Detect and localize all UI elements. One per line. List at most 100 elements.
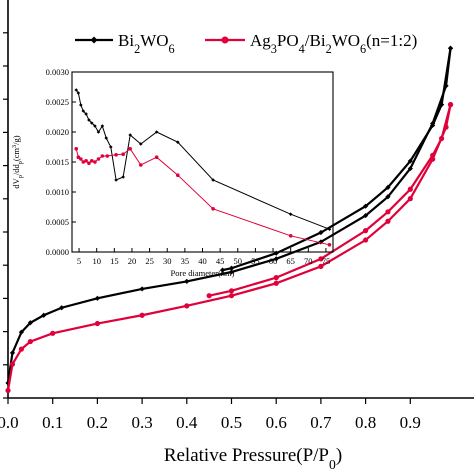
inset-point [81, 160, 86, 164]
main-x-tick-label: 0.8 [355, 413, 376, 432]
inset-y-tick-label: 0.0010 [46, 187, 69, 197]
inset-point [89, 121, 94, 125]
main-point [5, 387, 11, 394]
inset-point [327, 227, 332, 231]
inset-x-tick-label: 40 [198, 256, 207, 266]
main-point [363, 228, 369, 234]
inset-point [121, 152, 125, 156]
main-point [447, 102, 454, 108]
main-point [18, 329, 25, 335]
main-point [41, 312, 47, 318]
main-x-axis-title: Relative Pressure(P/P0) [164, 445, 342, 472]
main-point [139, 312, 145, 318]
main-series-bi2wo6 [5, 45, 454, 386]
main-x-tick-label: 0.1 [42, 413, 63, 432]
inset-point [76, 155, 81, 159]
inset-y-tick-label: 0.0000 [46, 247, 69, 257]
main-point [407, 165, 413, 172]
main-point [5, 380, 11, 386]
inset-x-tick-label: 30 [163, 256, 172, 266]
main-line-adsorption [6, 104, 452, 391]
main-x-tick-label: 0.9 [400, 413, 421, 432]
main-point [273, 280, 279, 286]
inset-frame [71, 71, 334, 253]
main-point [430, 152, 436, 159]
main-x-tick-label: 0.5 [221, 413, 242, 432]
main-point [318, 229, 324, 236]
main-point [27, 320, 33, 326]
inset-point [114, 178, 118, 182]
inset-y-tick-label: 0.0030 [46, 67, 69, 77]
inset-point [288, 212, 293, 216]
inset-point [176, 173, 180, 177]
main-line-desorption [208, 104, 452, 297]
inset-y-tick-label: 0.0015 [46, 157, 69, 167]
main-point [447, 45, 454, 51]
inset-x-tick-label: 75 [322, 256, 331, 266]
inset-point [96, 130, 101, 134]
main-point [228, 265, 235, 271]
inset-point [76, 91, 81, 95]
main-point [9, 361, 16, 367]
inset-point [128, 133, 132, 137]
main-point [59, 305, 65, 311]
inset-x-tick-label: 60 [269, 256, 278, 266]
inset-point [108, 145, 113, 149]
inset-point [87, 161, 91, 165]
main-point [407, 186, 413, 192]
inset-point [154, 155, 159, 159]
main-point [184, 303, 190, 309]
inset-x-tick-label: 35 [181, 256, 190, 266]
inset-y-axis-title: dVp/ddp(cm3/g) [11, 135, 24, 188]
legend-swatch-marker [221, 36, 229, 44]
main-point [184, 278, 190, 285]
inset-point [93, 124, 97, 128]
main-point [9, 350, 16, 356]
inset-line [75, 148, 330, 246]
inset-line [75, 89, 330, 230]
main-x-tick-label: 0.3 [131, 413, 152, 432]
main-point [50, 330, 56, 336]
main-x-tick-label: 0.2 [87, 413, 108, 432]
main-point [407, 196, 413, 202]
main-point [18, 346, 25, 352]
main-point [438, 135, 445, 142]
inset-x-tick-label: 45 [216, 256, 225, 266]
main-point [219, 267, 226, 273]
inset-series-bi2wo6 [74, 88, 332, 231]
main-point [363, 212, 369, 219]
main-point [228, 288, 235, 294]
inset-x-tick-label: 20 [128, 256, 137, 266]
main-point [206, 293, 212, 299]
inset-point [288, 234, 293, 238]
inset-point [138, 163, 143, 167]
inset-point [74, 88, 79, 92]
inset-point [154, 130, 159, 134]
inset-y-tick-label: 0.0020 [46, 127, 69, 137]
inset-x-tick-label: 50 [234, 256, 243, 266]
main-point [228, 293, 235, 299]
main-point [94, 320, 100, 327]
main-point [363, 237, 369, 243]
inset-point [81, 109, 86, 113]
main-point [385, 194, 391, 200]
main-line-desorption [222, 48, 452, 272]
inset-y-tick-label: 0.0025 [46, 97, 69, 107]
inset-point [84, 159, 88, 163]
inset-point [96, 157, 101, 161]
main-point [318, 263, 324, 269]
inset-x-tick-label: 55 [251, 256, 260, 266]
inset-point [138, 142, 143, 146]
inset-point [211, 207, 215, 211]
main-point [430, 122, 436, 128]
main-point [273, 275, 279, 281]
inset-point [89, 159, 94, 163]
inset-point [84, 112, 88, 116]
inset-point [327, 243, 332, 247]
main-x-tick-label: 0.7 [310, 413, 332, 432]
inset-series-ag3po4bi2wo6 [74, 147, 332, 247]
main-point [94, 295, 100, 301]
legend-label: Ag3PO4/Bi2WO6(n=1:2) [250, 31, 417, 56]
main-point [385, 218, 391, 224]
main-x-tick-label: 0.6 [266, 413, 287, 432]
